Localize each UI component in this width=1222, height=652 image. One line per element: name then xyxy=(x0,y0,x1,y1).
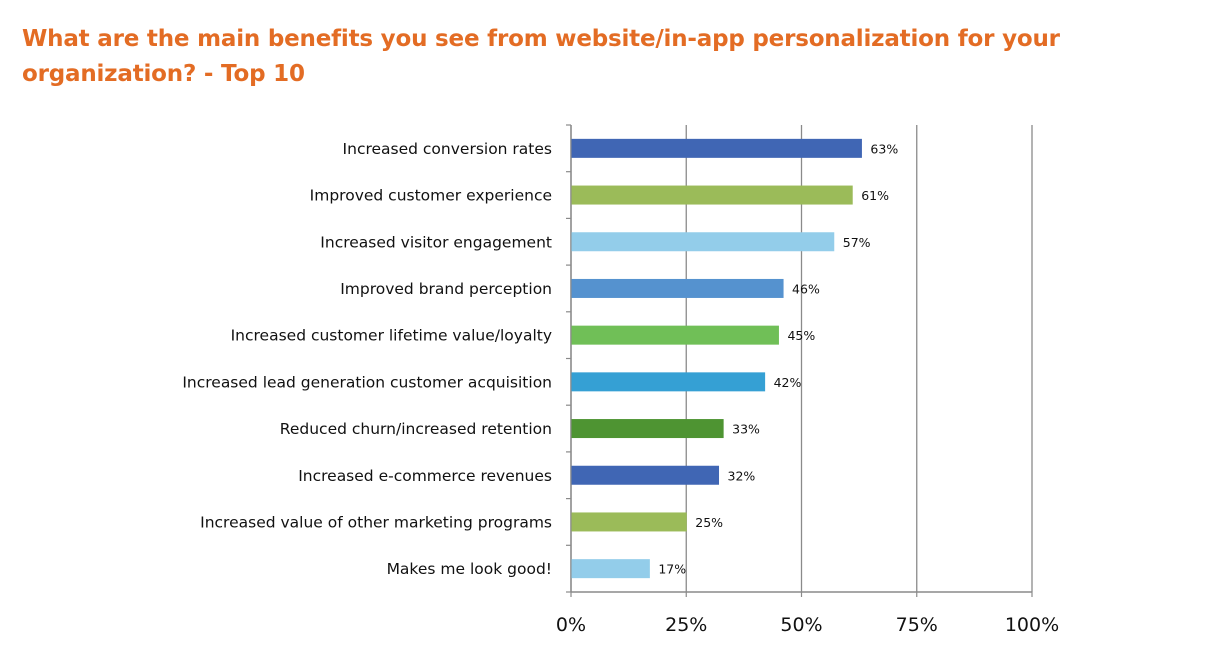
bar-9 xyxy=(571,512,687,532)
value-label-6: 42% xyxy=(774,375,802,390)
bar-4 xyxy=(571,278,784,298)
value-label-8: 32% xyxy=(728,468,756,483)
grid-lines xyxy=(566,124,1033,597)
x-tick-label-4: 100% xyxy=(1005,614,1059,636)
value-labels: 63% 61% 57% 46% 45% 42% 33% 32% 25% 17% xyxy=(658,141,898,576)
bar-8 xyxy=(571,465,720,485)
category-label-10: Makes me look good! xyxy=(387,560,552,578)
x-tick-label-2: 50% xyxy=(780,614,822,636)
x-tick-label-1: 25% xyxy=(665,614,707,636)
value-label-1: 63% xyxy=(870,141,898,156)
bar-2 xyxy=(571,185,853,205)
value-label-4: 46% xyxy=(792,281,820,296)
value-label-7: 33% xyxy=(732,422,760,437)
value-label-5: 45% xyxy=(787,328,815,343)
value-label-2: 61% xyxy=(861,188,889,203)
category-label-1: Increased conversion rates xyxy=(343,140,552,158)
x-tick-label-3: 75% xyxy=(896,614,938,636)
category-labels: Increased conversion rates Improved custo… xyxy=(182,140,552,578)
value-label-3: 57% xyxy=(843,235,871,250)
bar-1 xyxy=(571,138,862,158)
bar-7 xyxy=(571,419,724,439)
bar-6 xyxy=(571,372,766,392)
category-label-2: Improved customer experience xyxy=(310,187,552,205)
bar-5 xyxy=(571,325,779,345)
bars xyxy=(571,138,862,579)
value-label-9: 25% xyxy=(695,515,723,530)
x-axis-ticks: 0% 25% 50% 75% 100% xyxy=(556,614,1059,636)
category-label-9: Increased value of other marketing progr… xyxy=(200,513,552,531)
category-label-7: Reduced churn/increased retention xyxy=(280,420,552,438)
chart-title: What are the main benefits you see from … xyxy=(22,26,1060,87)
bar-10 xyxy=(571,559,650,579)
x-tick-label-0: 0% xyxy=(556,614,586,636)
bar-3 xyxy=(571,232,835,252)
category-label-3: Increased visitor engagement xyxy=(320,233,552,251)
category-label-8: Increased e-commerce revenues xyxy=(298,467,552,485)
value-label-10: 17% xyxy=(658,562,686,577)
category-label-5: Increased customer lifetime value/loyalt… xyxy=(231,327,552,345)
category-label-4: Improved brand perception xyxy=(340,280,552,298)
category-label-6: Increased lead generation customer acqui… xyxy=(182,373,552,391)
